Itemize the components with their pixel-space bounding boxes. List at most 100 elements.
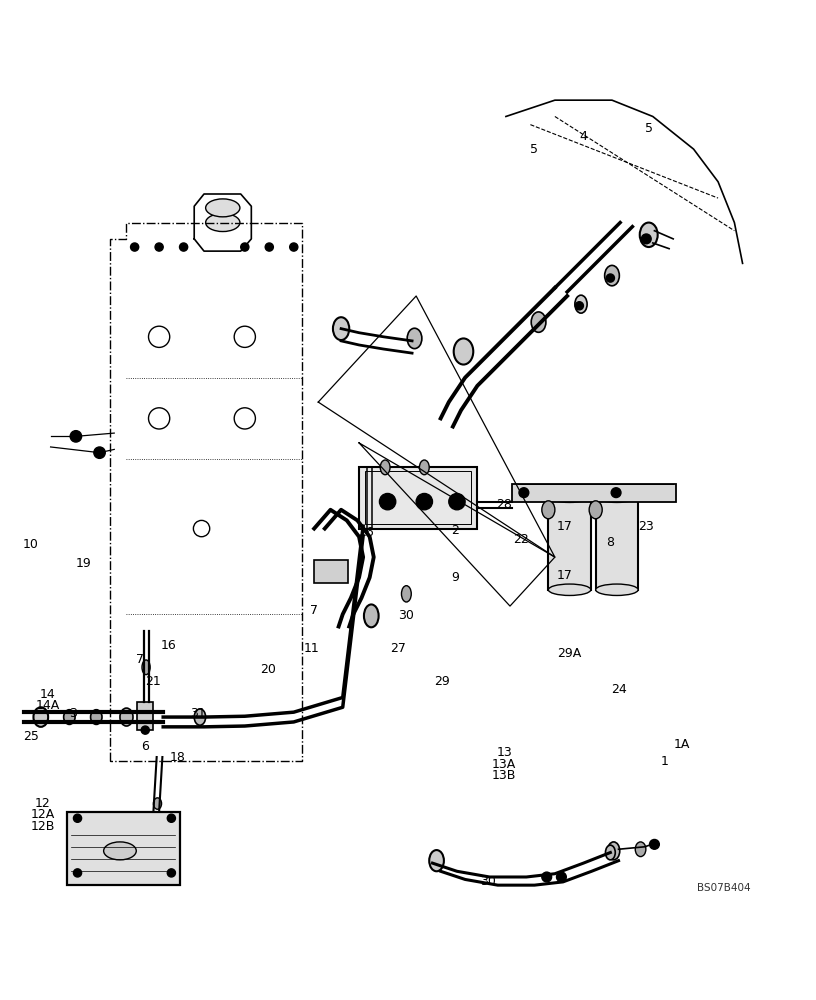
Text: BS07B404: BS07B404	[697, 883, 751, 893]
Ellipse shape	[407, 328, 422, 349]
Text: 9: 9	[451, 571, 459, 584]
Bar	[596, 496, 638, 590]
Text: 16: 16	[161, 639, 177, 652]
Circle shape	[70, 431, 82, 442]
Circle shape	[611, 488, 621, 498]
Circle shape	[519, 488, 529, 498]
Text: 24: 24	[610, 683, 627, 696]
Circle shape	[131, 243, 139, 251]
Ellipse shape	[120, 708, 133, 726]
Ellipse shape	[64, 710, 75, 724]
Text: 12B: 12B	[30, 820, 55, 833]
Text: 27: 27	[390, 642, 406, 655]
Circle shape	[241, 243, 249, 251]
Text: 23: 23	[638, 520, 654, 533]
Circle shape	[94, 447, 105, 458]
Ellipse shape	[548, 584, 591, 595]
Ellipse shape	[548, 489, 591, 502]
Text: 14: 14	[39, 688, 55, 701]
Circle shape	[155, 243, 163, 251]
Ellipse shape	[194, 709, 206, 725]
Text: 19: 19	[75, 557, 91, 570]
Text: 17: 17	[557, 520, 573, 533]
Ellipse shape	[596, 489, 638, 502]
Circle shape	[641, 234, 651, 244]
Ellipse shape	[104, 842, 136, 860]
Ellipse shape	[542, 501, 555, 519]
Text: 7: 7	[136, 653, 144, 666]
Text: 6: 6	[141, 740, 149, 753]
Text: 29: 29	[434, 675, 450, 688]
Text: 13A: 13A	[492, 758, 517, 771]
Ellipse shape	[636, 842, 646, 857]
Bar	[67, 812, 180, 885]
Ellipse shape	[605, 845, 615, 860]
Text: 13: 13	[496, 746, 512, 759]
Text: 30: 30	[398, 609, 415, 622]
Text: 31: 31	[189, 707, 206, 720]
Text: 3: 3	[69, 707, 78, 720]
Text: 22: 22	[512, 533, 529, 546]
Bar	[548, 496, 591, 590]
Ellipse shape	[153, 798, 162, 809]
Ellipse shape	[531, 312, 546, 332]
Ellipse shape	[596, 584, 638, 595]
Ellipse shape	[419, 460, 429, 475]
Text: 5: 5	[645, 122, 653, 135]
Ellipse shape	[574, 295, 587, 313]
Text: 8: 8	[606, 536, 614, 549]
Bar	[137, 702, 153, 730]
Circle shape	[73, 869, 82, 877]
Text: 21: 21	[145, 675, 162, 688]
Text: 26: 26	[357, 526, 374, 539]
Circle shape	[542, 872, 552, 882]
Ellipse shape	[206, 199, 240, 217]
Circle shape	[650, 839, 659, 849]
Ellipse shape	[380, 460, 390, 475]
Ellipse shape	[429, 850, 444, 871]
Ellipse shape	[607, 842, 620, 860]
Ellipse shape	[33, 707, 48, 727]
Ellipse shape	[454, 338, 473, 365]
Ellipse shape	[589, 501, 602, 519]
Text: 12A: 12A	[30, 808, 55, 821]
Ellipse shape	[206, 214, 240, 232]
Circle shape	[379, 493, 396, 510]
Text: 1: 1	[661, 755, 669, 768]
Text: 4: 4	[579, 130, 588, 143]
Bar	[512, 484, 676, 502]
Ellipse shape	[333, 317, 349, 340]
Circle shape	[606, 274, 614, 282]
Circle shape	[416, 493, 432, 510]
Circle shape	[167, 869, 175, 877]
Circle shape	[449, 493, 465, 510]
Text: 12: 12	[34, 797, 51, 810]
Text: 11: 11	[304, 642, 320, 655]
Circle shape	[290, 243, 298, 251]
Text: 28: 28	[496, 498, 512, 511]
Text: 30: 30	[480, 875, 496, 888]
Circle shape	[73, 814, 82, 822]
Text: 17: 17	[557, 569, 573, 582]
Circle shape	[265, 243, 273, 251]
Ellipse shape	[91, 710, 102, 724]
Bar	[359, 467, 477, 529]
Ellipse shape	[142, 660, 150, 675]
Text: 2: 2	[451, 524, 459, 537]
Text: 20: 20	[259, 663, 276, 676]
Text: 14A: 14A	[35, 699, 60, 712]
Bar	[314, 560, 348, 583]
Circle shape	[141, 726, 149, 734]
Ellipse shape	[605, 265, 619, 286]
Text: 29A: 29A	[557, 647, 582, 660]
Circle shape	[180, 243, 188, 251]
Text: 5: 5	[530, 143, 539, 156]
Ellipse shape	[640, 223, 658, 247]
Ellipse shape	[364, 604, 379, 627]
Text: 7: 7	[310, 604, 318, 617]
Text: 18: 18	[170, 751, 186, 764]
Bar	[365, 471, 471, 524]
Text: 1A: 1A	[673, 738, 690, 751]
Circle shape	[575, 302, 583, 310]
Ellipse shape	[401, 586, 411, 602]
